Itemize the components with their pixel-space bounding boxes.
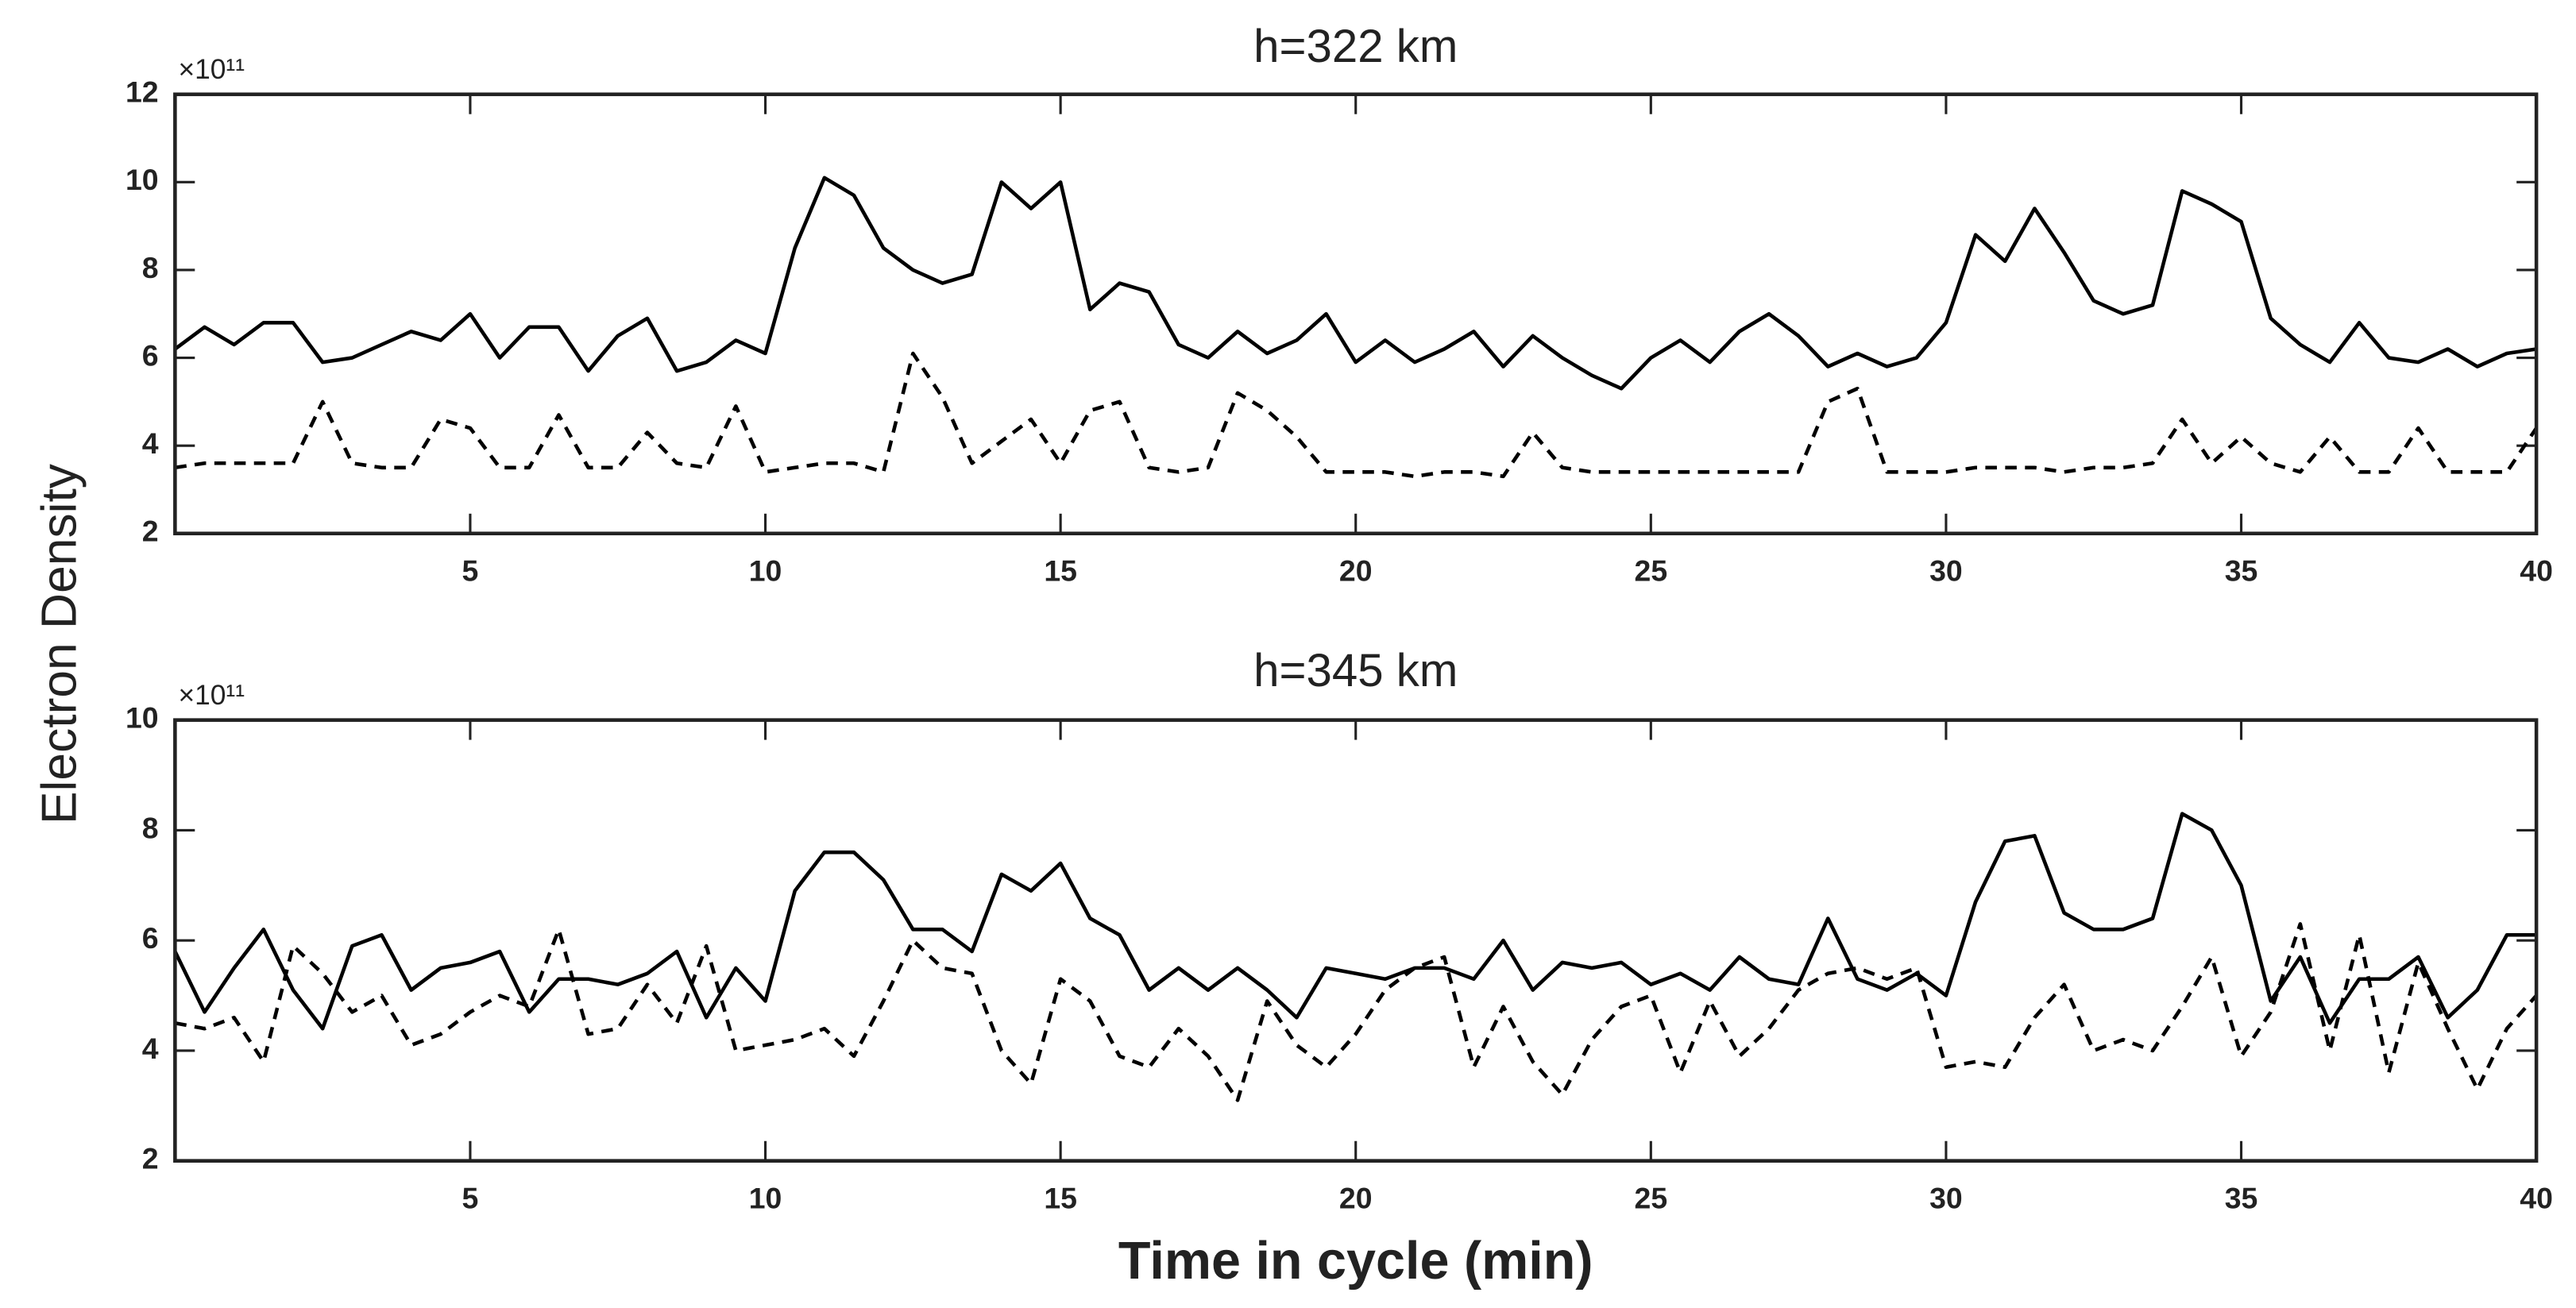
x-tick-label: 20: [1339, 554, 1373, 588]
y-tick-label: 10: [126, 163, 159, 196]
x-tick-label: 5: [462, 1181, 479, 1214]
x-tick-label: 25: [1635, 554, 1668, 588]
x-tick-label: 30: [1929, 1181, 1963, 1214]
panel-title: h=345 km: [1253, 645, 1458, 696]
x-tick-label: 10: [749, 1181, 782, 1214]
x-tick-label: 40: [2520, 1181, 2553, 1214]
axes-box: [173, 92, 2539, 536]
x-tick-label: 30: [1929, 554, 1963, 588]
y-tick-label: 2: [142, 1142, 159, 1175]
y-tick-label: 10: [126, 701, 159, 735]
data-line: [175, 351, 2539, 479]
y-tick-label: 6: [142, 338, 159, 372]
x-tick-label: 15: [1044, 1181, 1077, 1214]
x-tick-label: 20: [1339, 1181, 1373, 1214]
y-multiplier: ×10¹¹: [179, 54, 245, 85]
data-line: [173, 812, 2537, 1031]
data-line: [174, 922, 2538, 1102]
y-tick-label: 8: [142, 811, 159, 844]
panel-title: h=322 km: [1253, 21, 1458, 72]
x-axis-label: Time in cycle (min): [1118, 1232, 1593, 1291]
y-tick-label: 4: [142, 1032, 159, 1065]
x-tick-label: 35: [2225, 1181, 2258, 1214]
x-tick-label: 25: [1635, 1181, 1668, 1214]
axes-box: [173, 718, 2539, 1163]
y-tick-label: 12: [126, 75, 159, 109]
y-tick-label: 8: [142, 251, 159, 284]
x-tick-label: 15: [1044, 554, 1077, 588]
x-tick-label: 35: [2225, 554, 2258, 588]
y-tick-label: 2: [142, 515, 159, 548]
x-tick-label: 10: [749, 554, 782, 588]
y-tick-label: 4: [142, 426, 159, 460]
y-multiplier: ×10¹¹: [179, 680, 245, 711]
data-line: [173, 176, 2537, 391]
x-tick-label: 40: [2520, 554, 2553, 588]
y-axis-label: Electron Density: [32, 463, 87, 824]
y-tick-label: 6: [142, 921, 159, 955]
x-tick-label: 5: [462, 554, 479, 588]
